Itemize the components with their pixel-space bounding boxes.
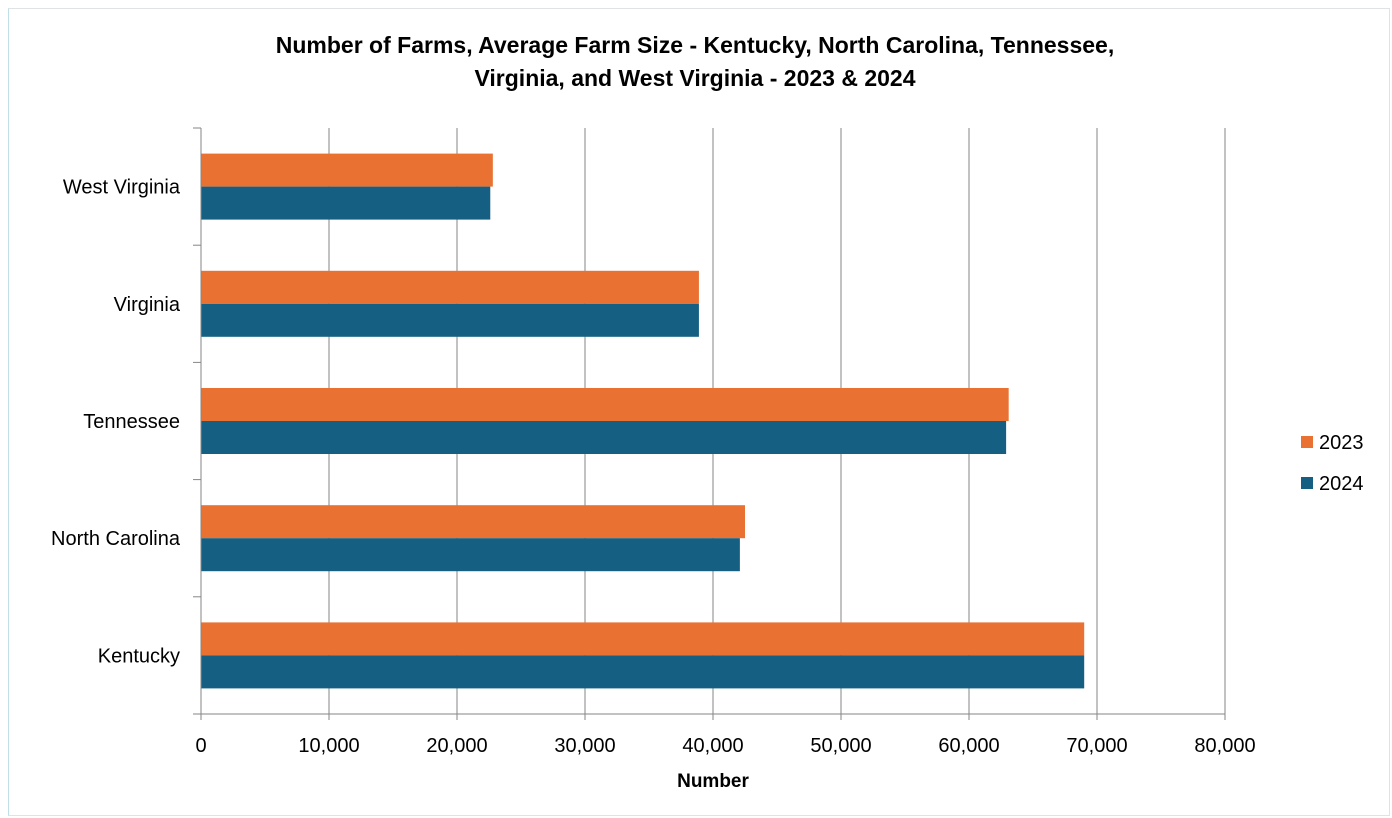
x-tick-label: 20,000 xyxy=(426,735,487,757)
bar-2024-west-virginia xyxy=(201,186,491,220)
legend: 2023 2024 xyxy=(1301,432,1364,495)
bar-2023-tennessee xyxy=(201,388,1009,421)
chart-title-line-1: Number of Farms, Average Farm Size - Ken… xyxy=(276,32,1114,58)
axes xyxy=(193,127,1226,720)
chart-frame xyxy=(8,8,1390,816)
x-tick-label: 30,000 xyxy=(554,735,615,757)
x-axis-title: Number xyxy=(677,771,749,792)
chart-title-line-2: Virginia, and West Virginia - 2023 & 202… xyxy=(474,65,915,91)
legend-label-2023: 2023 xyxy=(1319,432,1364,454)
bar-2024-north-carolina xyxy=(201,538,740,572)
bar-2023-virginia xyxy=(201,270,699,304)
legend-swatch-2024 xyxy=(1301,477,1313,489)
bar-2024-kentucky xyxy=(201,655,1085,689)
bar-2023-north-carolina xyxy=(201,505,745,539)
x-tick-labels: 0 10,000 20,000 30,000 40,000 50,000 60,000 70,… xyxy=(195,735,1255,757)
x-tick-label: 0 xyxy=(195,735,206,757)
x-tick-label: 50,000 xyxy=(810,735,871,757)
legend-swatch-2023 xyxy=(1301,436,1313,448)
y-tick-label: North Carolina xyxy=(51,528,181,550)
bar-2024-virginia xyxy=(201,303,699,337)
y-tick-label: Tennessee xyxy=(83,411,180,433)
x-tick-label: 80,000 xyxy=(1194,735,1255,757)
bar-2024-tennessee xyxy=(201,421,1007,454)
legend-label-2024: 2024 xyxy=(1319,473,1364,495)
bar-2023-kentucky xyxy=(201,622,1085,656)
y-tick-label: West Virginia xyxy=(63,177,181,199)
y-tick-labels: Kentucky North Carolina Tennessee Virginia W… xyxy=(51,177,181,668)
y-tick-label: Virginia xyxy=(114,294,181,316)
y-tick-label: Kentucky xyxy=(98,645,180,667)
bar-2023-west-virginia xyxy=(201,153,493,187)
x-tick-label: 60,000 xyxy=(938,735,999,757)
x-tick-label: 10,000 xyxy=(298,735,359,757)
x-tick-label: 70,000 xyxy=(1066,735,1127,757)
x-tick-label: 40,000 xyxy=(682,735,743,757)
gridlines xyxy=(328,128,1226,714)
bars xyxy=(201,153,1085,689)
